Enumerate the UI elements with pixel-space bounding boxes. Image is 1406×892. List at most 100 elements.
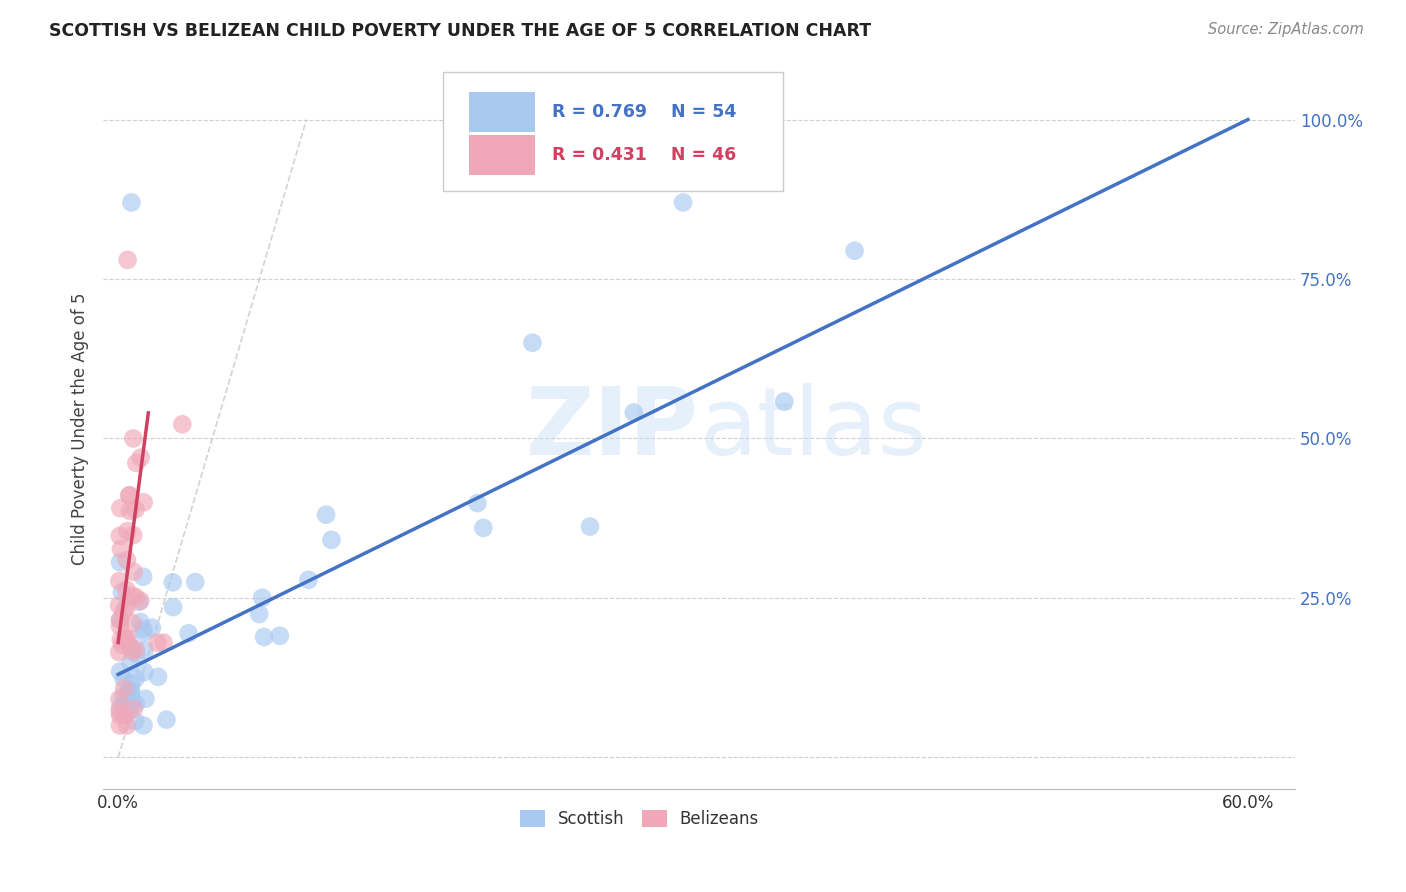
Point	[108, 613, 131, 627]
Point	[112, 689, 135, 703]
Text: R = 0.431    N = 46: R = 0.431 N = 46	[553, 146, 737, 164]
Point	[122, 565, 145, 579]
FancyBboxPatch shape	[443, 72, 783, 191]
Point	[112, 681, 135, 696]
Point	[134, 665, 156, 680]
Point	[465, 496, 488, 510]
Point	[110, 542, 132, 557]
Point	[114, 702, 136, 716]
Point	[117, 252, 139, 267]
Point	[122, 702, 145, 716]
Point	[117, 704, 139, 718]
Point	[162, 575, 184, 590]
Point	[117, 632, 139, 646]
Point	[122, 528, 145, 542]
Point	[132, 495, 155, 509]
Point	[121, 616, 143, 631]
Point	[472, 521, 495, 535]
Point	[108, 555, 131, 569]
Point	[121, 644, 143, 658]
Point	[132, 622, 155, 636]
Point	[844, 244, 866, 258]
Point	[177, 626, 200, 640]
Point	[128, 595, 150, 609]
Point	[162, 600, 184, 615]
FancyBboxPatch shape	[470, 136, 534, 175]
Point	[252, 591, 274, 605]
Point	[172, 417, 194, 432]
Point	[124, 502, 146, 516]
Point	[108, 700, 131, 714]
Point	[321, 533, 343, 547]
Point	[108, 529, 131, 543]
Point	[125, 591, 148, 605]
Text: atlas: atlas	[699, 383, 928, 475]
Point	[155, 713, 177, 727]
Point	[129, 450, 152, 465]
Point	[146, 636, 169, 650]
Point	[114, 631, 136, 645]
Point	[115, 600, 138, 615]
Point	[152, 635, 174, 649]
Point	[120, 195, 142, 210]
Point	[184, 575, 207, 590]
Point	[135, 691, 157, 706]
Point	[132, 718, 155, 732]
Point	[108, 718, 131, 732]
Point	[117, 524, 139, 538]
Point	[111, 585, 134, 599]
Point	[108, 613, 131, 627]
Point	[118, 638, 141, 652]
Point	[112, 604, 135, 618]
Point	[122, 695, 145, 709]
Point	[253, 630, 276, 644]
Point	[132, 625, 155, 640]
Point	[118, 488, 141, 502]
Point	[579, 519, 602, 533]
Point	[146, 670, 169, 684]
Point	[125, 647, 148, 661]
Text: SCOTTISH VS BELIZEAN CHILD POVERTY UNDER THE AGE OF 5 CORRELATION CHART: SCOTTISH VS BELIZEAN CHILD POVERTY UNDER…	[49, 22, 872, 40]
Point	[120, 640, 142, 655]
Point	[108, 665, 131, 679]
Point	[108, 708, 131, 723]
Point	[247, 607, 270, 621]
Point	[121, 589, 143, 603]
Point	[315, 508, 337, 522]
Point	[134, 643, 156, 657]
Point	[108, 619, 131, 633]
Y-axis label: Child Poverty Under the Age of 5: Child Poverty Under the Age of 5	[72, 293, 89, 566]
Point	[120, 656, 142, 670]
Point	[120, 676, 142, 690]
Point	[111, 638, 134, 652]
Point	[114, 693, 136, 707]
Point	[108, 599, 131, 613]
Point	[623, 405, 645, 419]
Point	[124, 714, 146, 728]
Point	[125, 697, 148, 711]
Point	[773, 394, 796, 409]
Point	[132, 570, 155, 584]
Point	[110, 501, 132, 516]
Point	[110, 632, 132, 647]
Point	[108, 645, 131, 659]
FancyBboxPatch shape	[470, 92, 534, 132]
Point	[269, 629, 291, 643]
Point	[522, 335, 544, 350]
Point	[114, 632, 136, 647]
Point	[297, 573, 319, 587]
Point	[115, 718, 138, 732]
Point	[112, 672, 135, 686]
Point	[120, 504, 142, 518]
Text: ZIP: ZIP	[526, 383, 699, 475]
Point	[115, 582, 138, 597]
Legend: Scottish, Belizeans: Scottish, Belizeans	[513, 804, 766, 835]
Point	[129, 593, 152, 607]
Point	[117, 685, 139, 699]
Point	[108, 574, 131, 588]
Point	[141, 621, 163, 635]
Point	[114, 707, 136, 722]
Point	[108, 692, 131, 706]
Point	[115, 553, 138, 567]
Text: Source: ZipAtlas.com: Source: ZipAtlas.com	[1208, 22, 1364, 37]
